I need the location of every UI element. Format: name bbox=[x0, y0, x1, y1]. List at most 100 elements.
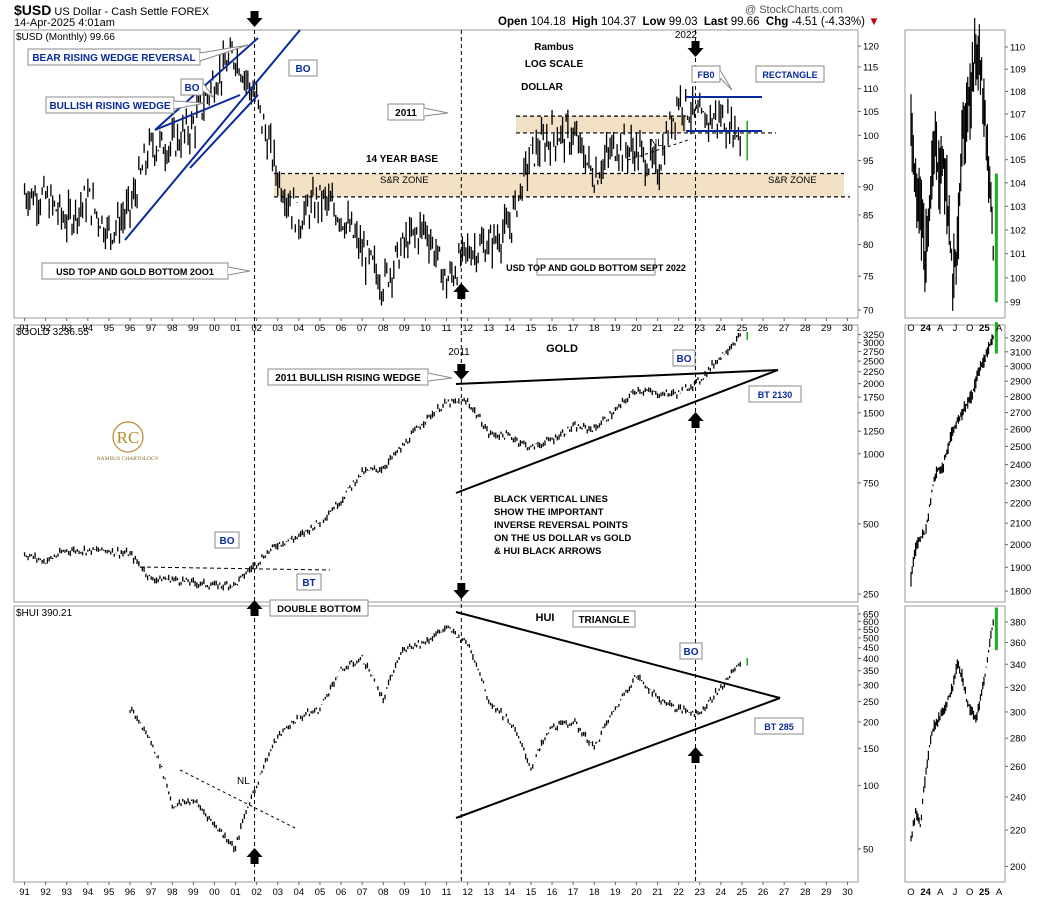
logo-letters: RC bbox=[117, 428, 140, 447]
gold-note-line-1: BLACK VERTICAL LINES bbox=[494, 494, 608, 505]
chart-date: 14-Apr-2025 4:01am bbox=[14, 17, 115, 29]
x-tick-label-usd: 24 bbox=[716, 323, 727, 334]
x-tick-label-hui: 26 bbox=[758, 887, 769, 898]
x-tick-label-hui: 11 bbox=[442, 887, 452, 898]
gold-label: GOLD bbox=[546, 343, 578, 355]
callout-2011-bullish-rising-wedge-label: 2011 BULLISH RISING WEDGE bbox=[275, 373, 421, 384]
gold-double-bottom-arrow-icon bbox=[246, 600, 263, 616]
callout-usd-top-2001: USD TOP AND GOLD BOTTOM 2OO1 bbox=[41, 262, 251, 280]
callout-gold-bo-2-label: BO bbox=[220, 536, 235, 547]
y-tick-label-gold: 750 bbox=[863, 478, 879, 489]
x-tick-label-usd: 06 bbox=[336, 323, 347, 334]
panel-frame-usd bbox=[13, 29, 859, 319]
x-tick-label-hui: 17 bbox=[568, 887, 579, 898]
candles-hui bbox=[129, 625, 749, 853]
low-value: 99.03 bbox=[668, 16, 698, 28]
inset-x-tick-label-0: A bbox=[996, 323, 1003, 334]
candles-gold bbox=[23, 331, 749, 591]
y-tick-label-gold: 3250 bbox=[863, 330, 884, 341]
chart-header-symbol-line: $USD US Dollar - Cash Settle FOREX bbox=[14, 3, 209, 18]
label-nl-hui: NL bbox=[237, 776, 250, 787]
inset-y-tick-label-2: 280 bbox=[1010, 734, 1026, 745]
inset-y-tick-label-2: 360 bbox=[1010, 638, 1026, 649]
x-tick-label-hui: 10 bbox=[420, 887, 431, 898]
callout-double-bottom: DOUBLE BOTTOM bbox=[269, 599, 369, 617]
y-tick-label-usd: 115 bbox=[863, 62, 878, 73]
inset-y-tick-label-1: 2000 bbox=[1010, 540, 1031, 551]
inset-y-tick-label-2: 220 bbox=[1010, 826, 1026, 837]
inset-x-tick-label-1: O bbox=[907, 887, 914, 898]
x-tick-label-hui: 03 bbox=[272, 887, 283, 898]
x-tick-label-usd: 93 bbox=[61, 323, 72, 334]
callout-bt-2130: BT 2130 bbox=[748, 385, 802, 403]
x-tick-label-hui: 19 bbox=[610, 887, 621, 898]
inset-y-tick-label-0: 105 bbox=[1010, 155, 1026, 166]
y-tick-label-usd: 70 bbox=[863, 306, 874, 317]
open-value: 104.18 bbox=[530, 16, 566, 28]
y-tick-label-hui: 600 bbox=[863, 617, 879, 628]
inset-frame-1 bbox=[904, 324, 1006, 603]
callout-2011-bullish-rising-wedge: 2011 BULLISH RISING WEDGE bbox=[267, 368, 453, 386]
x-tick-label-hui: 00 bbox=[209, 887, 220, 898]
y-tick-label-usd: 85 bbox=[863, 210, 874, 221]
inset-y-tick-label-2: 300 bbox=[1010, 707, 1026, 718]
x-tick-label-usd: 99 bbox=[188, 323, 199, 334]
chg-value: -4.51 (-4.33%) bbox=[791, 16, 865, 28]
neckline-usd bbox=[627, 139, 689, 161]
y-tick-label-hui: 200 bbox=[863, 717, 879, 728]
label-2022: 2022 bbox=[675, 30, 698, 41]
inset-y-tick-label-1: 2100 bbox=[1010, 519, 1031, 530]
callout-2011-box bbox=[387, 103, 425, 121]
y-tick-label-gold: 1500 bbox=[863, 408, 884, 419]
inset-y-tick-label-0: 100 bbox=[1010, 273, 1026, 284]
callout-bullish-rising-wedge: BULLISH RISING WEDGE bbox=[45, 96, 206, 114]
x-tick-label-hui: 27 bbox=[779, 887, 790, 898]
callout-usd-top-2001-box bbox=[41, 262, 229, 280]
inset-y-tick-label-1: 3200 bbox=[1010, 333, 1031, 344]
x-tick-label-hui: 93 bbox=[61, 887, 72, 898]
inset-y-tick-label-0: 110 bbox=[1010, 42, 1025, 53]
inset-x-tick-label-0: O bbox=[907, 323, 914, 334]
x-tick-label-usd: 04 bbox=[294, 323, 305, 334]
callout-bt-285-box bbox=[754, 717, 804, 735]
callout-fbo-box bbox=[691, 65, 721, 83]
inset-y-tick-label-1: 3000 bbox=[1010, 362, 1031, 373]
callout-triangle-box bbox=[572, 610, 636, 628]
panel-title-usd: $USD (Monthly) 99.66 bbox=[16, 32, 115, 43]
x-tick-label-usd: 23 bbox=[694, 323, 705, 334]
callout-rectangle-label: RECTANGLE bbox=[762, 70, 817, 80]
callout-bo-1-box bbox=[180, 78, 204, 96]
callout-fbo-label: FB0 bbox=[697, 70, 714, 80]
callout-2011-pointer bbox=[423, 107, 449, 117]
quote-line: Open 104.18 High 104.37 Low 99.03 Last 9… bbox=[498, 16, 880, 28]
usd-annotation-rambus: Rambus bbox=[534, 42, 574, 53]
y-tick-label-hui: 350 bbox=[863, 666, 879, 677]
callout-2011-bullish-rising-wedge-box bbox=[267, 368, 429, 386]
resistance-band bbox=[516, 116, 686, 133]
y-tick-label-gold: 500 bbox=[863, 519, 879, 530]
x-tick-label-hui: 23 bbox=[694, 887, 705, 898]
callout-fbo: FB0 bbox=[691, 65, 733, 91]
callout-double-bottom-label: DOUBLE BOTTOM bbox=[277, 604, 361, 615]
x-tick-label-hui: 25 bbox=[737, 887, 748, 898]
callout-rectangle-box bbox=[755, 65, 825, 83]
inset-y-tick-label-2: 340 bbox=[1010, 660, 1026, 671]
x-tick-label-usd: 26 bbox=[758, 323, 769, 334]
x-tick-label-usd: 91 bbox=[19, 323, 30, 334]
panel-frame-gold bbox=[13, 324, 859, 603]
x-tick-label-hui: 96 bbox=[125, 887, 136, 898]
x-tick-label-usd: 98 bbox=[167, 323, 178, 334]
inset-x-tick-label-0: J bbox=[953, 323, 958, 334]
gold-label-2011: 2011 bbox=[448, 347, 470, 358]
x-tick-label-hui: 20 bbox=[631, 887, 642, 898]
inset-frame-2 bbox=[904, 605, 1006, 883]
bear-wedge-upper bbox=[154, 37, 259, 131]
callout-bt-2130-label: BT 2130 bbox=[758, 390, 793, 400]
x-tick-label-usd: 25 bbox=[737, 323, 748, 334]
inset-y-tick-label-0: 102 bbox=[1010, 225, 1026, 236]
high-value: 104.37 bbox=[600, 16, 637, 28]
callout-gold-bo-2: BO bbox=[214, 531, 240, 549]
y-tick-label-gold: 2750 bbox=[863, 347, 884, 358]
inset-y-tick-label-1: 1800 bbox=[1010, 587, 1031, 598]
x-tick-label-usd: 27 bbox=[779, 323, 790, 334]
